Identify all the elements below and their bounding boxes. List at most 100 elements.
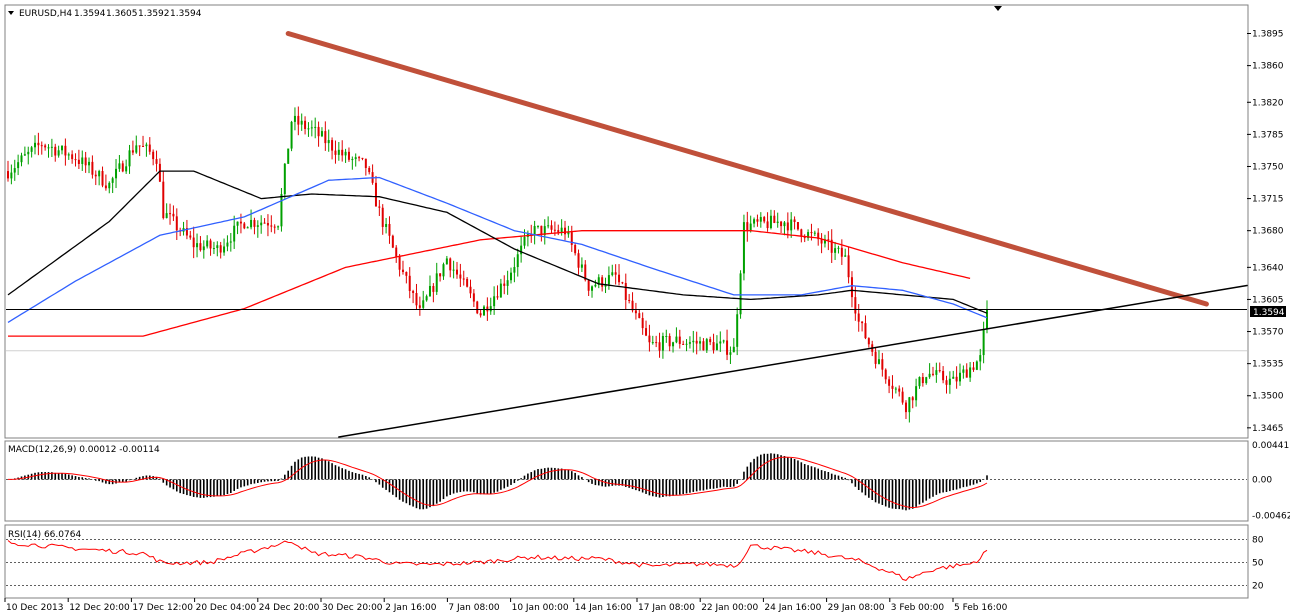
candle-body [20,155,23,163]
candle-body [739,273,742,315]
candle-body [918,377,921,387]
candle-body [212,248,215,250]
candle-body [158,163,161,182]
candle-body [428,285,431,297]
candle-body [776,221,779,223]
candle-body [266,223,269,226]
candle-body [7,171,9,179]
candle-body [142,146,145,148]
candle-body [304,120,307,129]
candle-body [489,306,492,312]
candle-body [550,225,553,230]
candle-body [347,151,350,160]
candle-body [834,248,837,253]
candle-body [307,128,310,130]
candle-body [715,343,718,351]
candle-body [587,280,590,291]
candle-body [638,313,641,319]
candle-body [111,178,114,183]
price-tick-label: 1.3820 [1252,98,1284,108]
candle-body [256,225,259,227]
candle-body [199,243,202,251]
candle-body [334,150,337,155]
candle-body [668,336,671,347]
candle-body [894,388,897,390]
time-tick-label: 12 Dec 20:00 [69,603,130,613]
candle-body [324,131,327,144]
candle-body [391,235,394,248]
candle-body [273,226,276,228]
candle-body [418,305,421,308]
candle-body [253,219,256,227]
candle-body [91,161,94,175]
candle-body [790,219,793,231]
candle-body [74,159,77,161]
candle-body [445,258,448,265]
price-tick-label: 1.3895 [1252,30,1284,40]
candle-body [881,359,884,370]
candle-body [327,140,330,144]
candle-body [523,236,526,246]
candle-body [104,185,107,189]
candle-body [543,226,546,236]
candle-body [94,174,97,177]
candle-body [300,120,303,125]
candle-body [503,283,506,286]
candle-body [10,172,13,179]
time-tick-label: 17 Dec 12:00 [132,603,193,613]
candle-body [202,246,205,251]
candle-body [331,140,334,151]
candle-body [678,336,681,344]
candle-body [803,236,806,239]
macd-tick-label: 0.00 [1252,475,1272,485]
candle-body [169,213,172,215]
candle-body [537,225,540,227]
candle-body [651,342,654,344]
candle-body [358,157,361,159]
candle-body [648,335,651,343]
candle-body [40,145,43,147]
candle-body [277,226,280,228]
candle-body [628,299,631,301]
candle-body [408,275,411,291]
time-tick-label: 10 Jan 00:00 [512,603,569,613]
candle-body [452,269,455,271]
candle-body [766,221,769,229]
rsi-tick-label: 20 [1252,581,1264,591]
candle-body [658,342,661,351]
candle-body [364,158,367,168]
candle-body [354,157,357,160]
candle-body [229,241,232,243]
moving-average-line-1 [7,170,988,314]
candle-body [898,388,901,392]
candle-body [931,373,934,375]
candle-body [840,247,843,257]
candle-body [145,144,148,147]
candle-body [412,290,415,294]
candle-body [938,370,941,372]
price-tick-label: 1.3640 [1252,263,1284,273]
candle-body [810,232,813,234]
candle-body [290,121,293,149]
candle-body [385,223,388,227]
candle-body [769,215,772,229]
candle-body [455,269,458,275]
candle-body [310,127,313,129]
candle-body [753,219,756,224]
current-price-label: 1.3594 [1253,308,1285,318]
candle-body [283,163,286,195]
candle-body [624,283,627,300]
header-dropdown-icon[interactable] [8,11,14,15]
candle-body [844,255,847,257]
candle-body [54,146,57,156]
candle-body [958,372,961,382]
support-trendline[interactable] [338,284,1248,438]
candle-body [415,293,418,306]
header-symbol: EURUSD,H4 [19,9,72,19]
resistance-trendline[interactable] [285,31,1209,307]
price-tick-label: 1.3465 [1252,424,1284,434]
candle-body [462,278,465,280]
candle-body [732,346,735,353]
candle-body [239,221,242,224]
chart-shift-marker-icon[interactable] [994,6,1002,11]
